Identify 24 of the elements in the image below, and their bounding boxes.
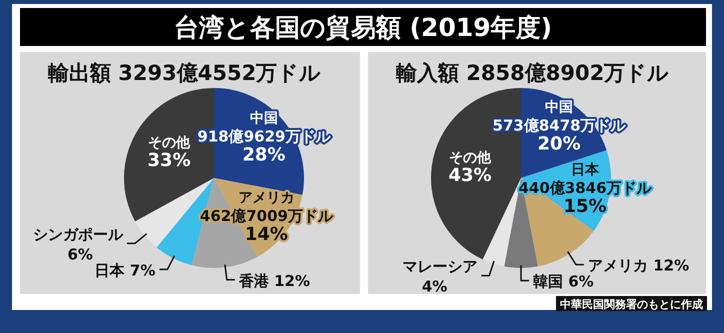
slice-label: アメリカ bbox=[238, 190, 294, 206]
slice-label: 中国 bbox=[250, 110, 278, 127]
text: 台湾と各国の貿易額 (2019年度) bbox=[174, 13, 552, 42]
data-label: 20% bbox=[538, 134, 581, 155]
text: 中華民国関務署のもとに作成 bbox=[560, 298, 703, 311]
data-label: 6% bbox=[67, 245, 93, 264]
chart-subtitle: 輸入額 2858億8902万ドル bbox=[395, 61, 670, 85]
slice-label: 中国 bbox=[545, 100, 574, 116]
slice-label: その他 bbox=[148, 134, 192, 151]
slice-label: その他 bbox=[449, 150, 492, 166]
data-label: 4% bbox=[422, 278, 448, 296]
chart-subtitle: 輸出額 3293億4552万ドル bbox=[47, 61, 322, 85]
slice-label: 日本 7% bbox=[94, 261, 156, 280]
slice-label: 日本 bbox=[571, 162, 600, 178]
data-label: 43% bbox=[448, 165, 492, 186]
slice-label: 香港 12% bbox=[238, 272, 310, 290]
data-label: 28% bbox=[242, 144, 286, 166]
data-label: 15% bbox=[563, 196, 607, 218]
slice-label: 韓国 6% bbox=[533, 272, 594, 291]
slice-label: アメリカ 12% bbox=[588, 256, 690, 275]
data-label: 33% bbox=[148, 150, 191, 171]
text: 573億8478万ドル bbox=[492, 116, 626, 135]
slice-label: マレーシア bbox=[402, 258, 478, 276]
slice-label: シンガポール bbox=[32, 225, 124, 244]
